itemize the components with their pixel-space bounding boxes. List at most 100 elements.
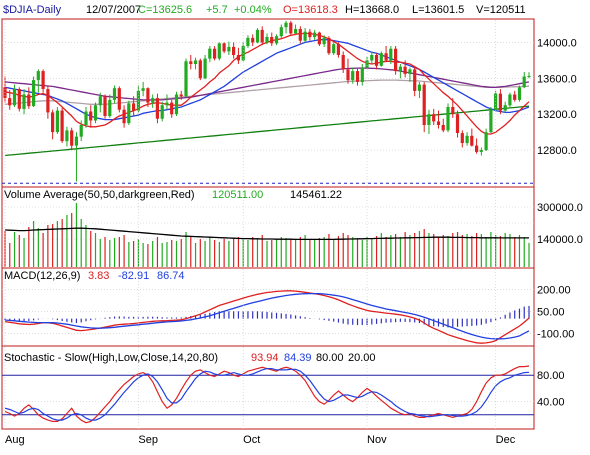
stochastic-legend: Stochastic - Slow(High,Low,Close,14,20,8… [4, 352, 218, 364]
candle-body [22, 94, 26, 109]
candle-body [98, 96, 102, 106]
stochastic-lower-readout: 20.00 [348, 352, 376, 364]
candle-body [289, 22, 293, 34]
macd-signal-readout: -82.91 [118, 270, 149, 282]
candle-body [498, 93, 502, 111]
candle-body [317, 32, 321, 45]
candle-body [132, 103, 136, 111]
candle-body [522, 76, 526, 88]
candle-body [370, 55, 374, 61]
month-label: Oct [243, 434, 260, 446]
candle-body [274, 36, 279, 44]
candle-body [70, 130, 74, 146]
candle-body [446, 107, 450, 131]
month-label: Aug [5, 434, 25, 446]
candle-body [360, 67, 364, 82]
candle-body [432, 114, 436, 122]
candle-body [141, 88, 145, 91]
candle-body [479, 150, 483, 152]
candle-body [74, 136, 78, 146]
candle-body [46, 89, 50, 113]
macd-readout: 3.83 [88, 270, 109, 282]
price-axis-tick-label: 12800.0 [537, 145, 577, 157]
candle-body [308, 31, 312, 38]
candle-body [470, 135, 474, 146]
candle-body [117, 88, 121, 110]
high-label: H=13668.0 [345, 4, 399, 16]
candle-body [217, 43, 221, 59]
candle-body [55, 110, 59, 133]
candle-body [93, 105, 98, 121]
stochastic-d-line [4, 368, 530, 421]
stochastic-d-readout: 84.39 [284, 352, 312, 364]
candle-body [475, 145, 479, 152]
price-panel: 12800.0 13200.0 13600.0 14000.0 [2, 20, 577, 184]
candle-body [222, 43, 226, 52]
price-axis-tick-label: 13200.0 [537, 109, 577, 121]
candle-body [517, 87, 522, 100]
candle-body [146, 88, 150, 103]
macd-legend: MACD(12,26,9) [4, 270, 80, 282]
month-label: Nov [367, 434, 387, 446]
candle-body [389, 48, 393, 61]
candle-body [451, 107, 455, 115]
candle-body [155, 98, 159, 119]
candle-body [427, 114, 431, 125]
ma100-line [4, 79, 530, 105]
candle-body [189, 61, 193, 64]
candle-body [413, 69, 417, 91]
candle-body [346, 69, 350, 81]
candle-body [213, 48, 217, 59]
candle-body [160, 105, 164, 119]
candle-body [8, 98, 12, 106]
stochastic-panel-frame [1, 345, 535, 430]
candle-body [284, 22, 288, 28]
open-label: O=13618.3 [283, 4, 338, 16]
candle-body [460, 133, 464, 143]
candle-body [508, 94, 512, 106]
candle-body [394, 48, 398, 72]
candle-body [279, 27, 283, 37]
candle-body [403, 66, 407, 74]
candle-body [89, 111, 93, 121]
candle-body [17, 89, 21, 109]
candle-body [103, 96, 107, 116]
pct-label: +0.04% [234, 4, 272, 16]
macd-line [4, 290, 530, 344]
price-axis-tick-label: 14000.0 [537, 37, 577, 49]
ma50-line [4, 67, 530, 101]
candle-body [313, 32, 317, 38]
candle-body [151, 98, 155, 103]
candle-body [303, 31, 307, 41]
candle-body [441, 125, 445, 131]
candle-body [136, 90, 140, 111]
stochastic-upper-readout: 80.00 [316, 352, 344, 364]
candle-body [298, 29, 302, 41]
x-axis: Aug Sep Oct Nov Dec [4, 20, 516, 446]
candle-body [27, 94, 31, 107]
candle-body [184, 61, 188, 97]
candle-body [270, 37, 274, 44]
candle-body [398, 66, 402, 72]
stochastic-axis-tick-label: 80.00 [537, 370, 565, 382]
candle-body [422, 84, 426, 125]
candle-body [208, 48, 212, 59]
candle-body [127, 103, 131, 124]
macd-axis-tick-label: 50.00 [537, 306, 565, 318]
candle-body [455, 114, 460, 133]
candle-body [12, 89, 17, 106]
candle-body [332, 44, 336, 54]
candle-body [65, 130, 69, 142]
candle-body [165, 102, 169, 106]
volume-average-readout: 145461.22 [290, 189, 342, 201]
candle-body [32, 80, 36, 107]
candle-body [265, 37, 269, 43]
month-label: Dec [496, 434, 516, 446]
candle-body [108, 99, 112, 117]
candle-body [193, 60, 198, 64]
candle-body [408, 69, 412, 74]
close-label: C=13625.6 [138, 4, 192, 16]
candle-body [489, 109, 493, 133]
candle-body [327, 37, 331, 54]
